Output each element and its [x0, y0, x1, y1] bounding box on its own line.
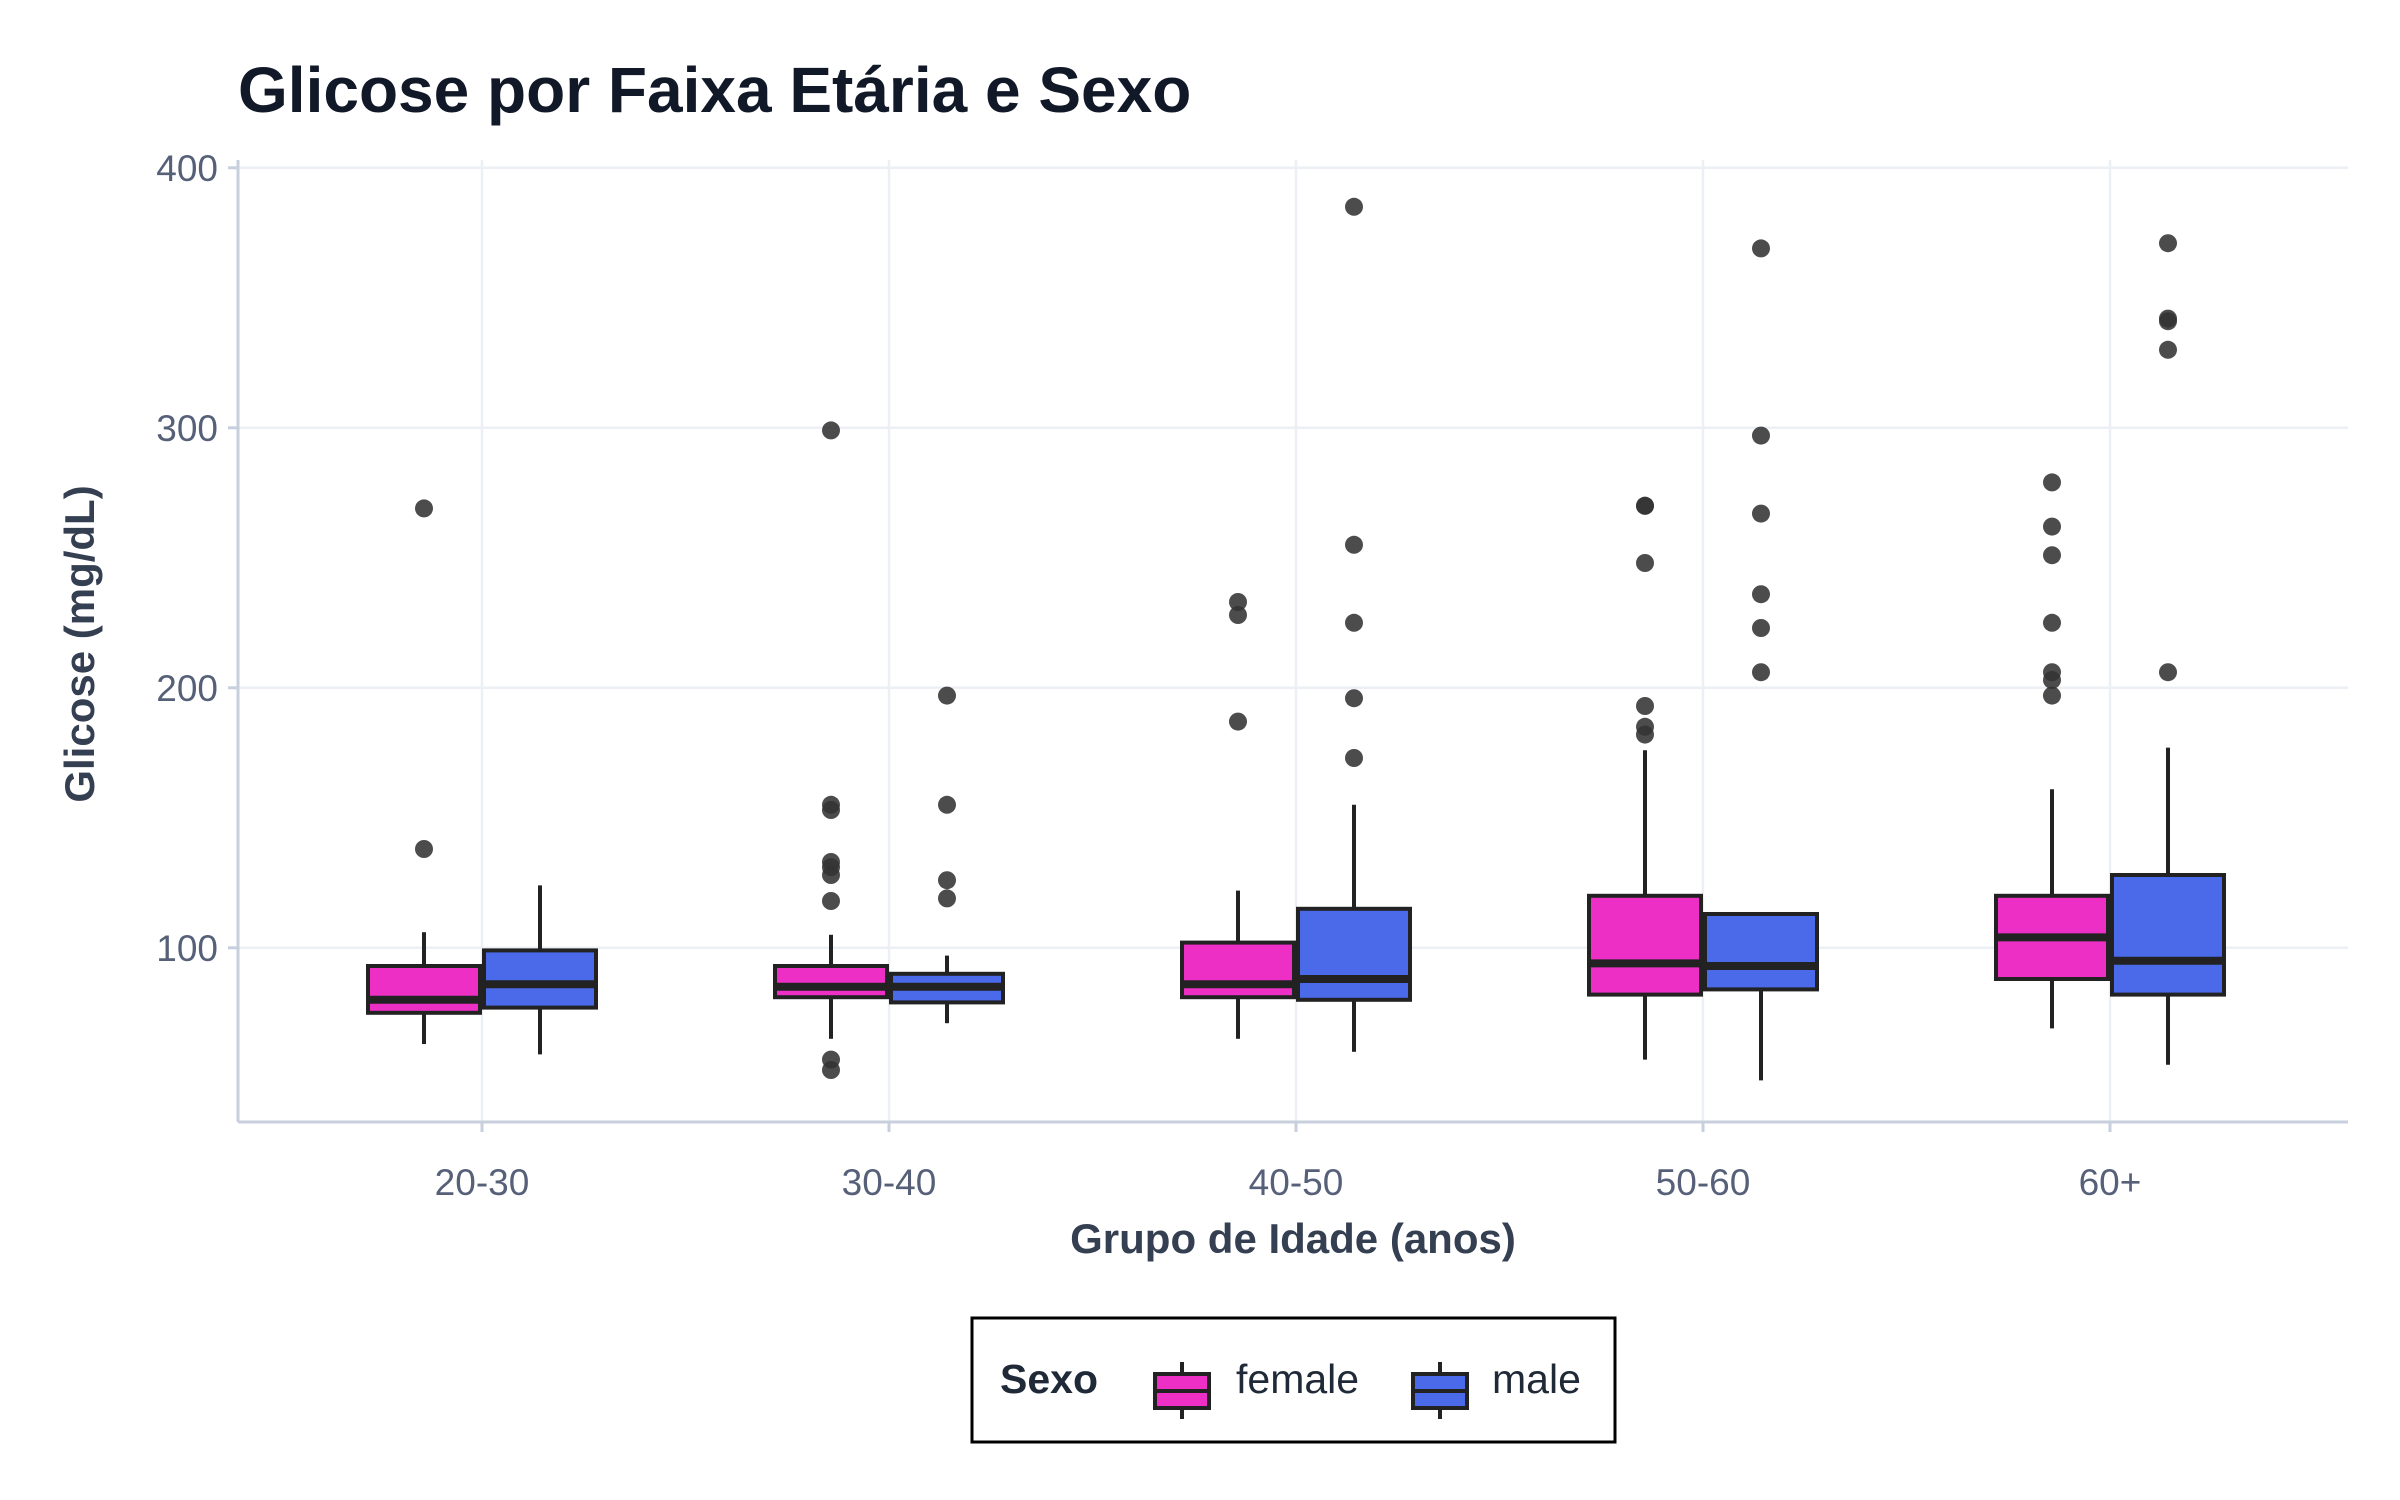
outlier-point	[822, 421, 840, 440]
outlier-point	[1752, 426, 1770, 445]
legend-title: Sexo	[1000, 1356, 1098, 1402]
box-body	[1587, 893, 1703, 997]
x-tick-labels: 20-30 30-40 40-50 50-60 60+	[435, 1162, 2142, 1203]
outlier-point	[1636, 554, 1654, 572]
outlier-point	[415, 499, 433, 518]
legend-frame	[970, 1316, 1617, 1444]
outlier-point	[1752, 585, 1770, 604]
outlier-point	[1345, 535, 1363, 554]
outlier-point	[1229, 606, 1247, 624]
y-tick-labels: 100 200 300 400	[156, 148, 218, 969]
outlier-point	[1752, 663, 1770, 682]
legend-key-female	[1153, 1362, 1211, 1419]
outlier-point	[822, 853, 840, 871]
y-tick-label: 200	[156, 668, 218, 709]
outlier-point	[938, 795, 956, 814]
outlier-point	[822, 795, 840, 814]
outlier-point	[1752, 239, 1770, 258]
box-body	[482, 948, 598, 1010]
x-tick-label: 60+	[2079, 1162, 2142, 1203]
box-female-20-30	[366, 499, 482, 1044]
legend-label-female: female	[1236, 1356, 1359, 1402]
outlier-point	[1752, 619, 1770, 637]
y-tick-label: 400	[156, 148, 218, 189]
legend-label-male: male	[1492, 1356, 1581, 1402]
outlier-point	[1752, 504, 1770, 523]
outlier-point	[2159, 663, 2177, 682]
box-body	[1296, 906, 1412, 1002]
outlier-point	[2159, 340, 2177, 359]
outlier-point	[938, 871, 956, 890]
axes	[228, 160, 2348, 1132]
box-male-30-40	[889, 686, 1005, 1024]
box-series	[366, 197, 2226, 1081]
outlier-point	[1345, 689, 1363, 708]
outlier-point	[2043, 663, 2061, 682]
x-axis-title: Grupo de Idade (anos)	[1070, 1215, 1516, 1262]
box-male-60+	[2110, 234, 2226, 1065]
x-tick-label: 50-60	[1656, 1162, 1751, 1203]
outlier-point	[415, 840, 433, 858]
box-body	[773, 964, 889, 1000]
box-body	[2110, 873, 2226, 997]
legend-key-male	[1411, 1362, 1469, 1419]
outlier-point	[1345, 749, 1363, 767]
outlier-point	[2043, 613, 2061, 632]
outlier-point	[2043, 686, 2061, 705]
outlier-point	[2159, 309, 2177, 328]
box-female-60+	[1994, 473, 2110, 1029]
box-female-50-60	[1587, 496, 1703, 1060]
box-male-40-50	[1296, 197, 1412, 1052]
x-tick-label: 20-30	[435, 1162, 530, 1203]
outlier-point	[1636, 496, 1654, 515]
x-tick-label: 30-40	[842, 1162, 937, 1203]
outlier-point	[822, 892, 840, 910]
box-female-30-40	[773, 421, 889, 1079]
box-body	[1180, 940, 1296, 1000]
box-body	[366, 964, 482, 1015]
outlier-point	[1229, 593, 1247, 611]
outlier-point	[2043, 473, 2061, 492]
outlier-point	[1636, 697, 1654, 715]
outlier-point	[938, 686, 956, 705]
outlier-point	[938, 889, 956, 908]
box-body	[1703, 912, 1819, 992]
outlier-point	[1345, 197, 1363, 216]
legend: Sexo female male	[970, 1316, 1617, 1444]
outlier-point	[1229, 712, 1247, 731]
box-male-50-60	[1703, 239, 1819, 1081]
outlier-point	[1636, 717, 1654, 736]
chart-title: Glicose por Faixa Etária e Sexo	[238, 54, 1191, 126]
outlier-point	[822, 1050, 840, 1069]
x-tick-label: 40-50	[1249, 1162, 1344, 1203]
outlier-point	[2159, 234, 2177, 253]
y-tick-label: 300	[156, 408, 218, 449]
outlier-point	[2043, 517, 2061, 536]
box-female-40-50	[1180, 593, 1296, 1039]
outlier-point	[2043, 546, 2061, 565]
box-male-20-30	[482, 885, 598, 1055]
y-tick-label: 100	[156, 928, 218, 969]
y-axis-title: Glicose (mg/dL)	[56, 485, 103, 802]
outlier-point	[1345, 613, 1363, 632]
